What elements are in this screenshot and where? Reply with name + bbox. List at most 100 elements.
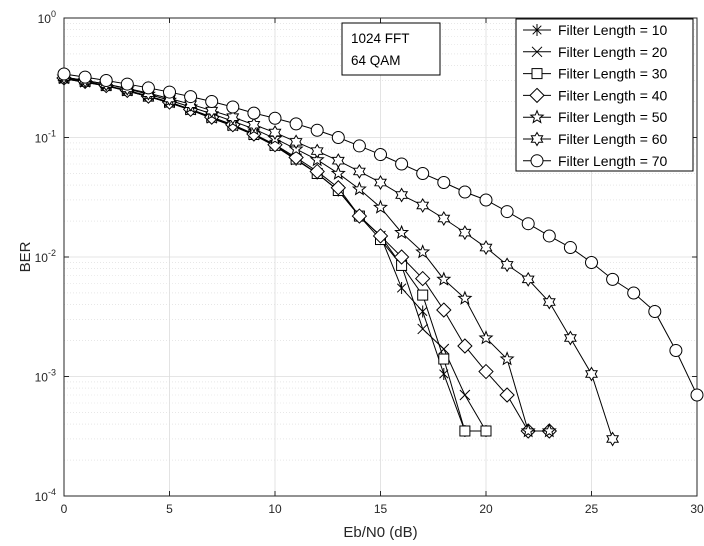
data-point-diamond xyxy=(457,338,473,354)
data-point-circle xyxy=(669,344,683,358)
legend-entry-7: Filter Length = 70 xyxy=(523,153,668,169)
data-point-star6 xyxy=(500,257,514,273)
data-point-square xyxy=(459,425,471,437)
legend-entry-4: Filter Length = 40 xyxy=(523,87,668,103)
data-point-circle xyxy=(563,241,577,255)
data-point-star6 xyxy=(458,225,472,241)
data-point-circle xyxy=(437,176,451,190)
legend-label: Filter Length = 60 xyxy=(558,131,668,147)
data-point-star6 xyxy=(585,366,598,382)
data-point-circle xyxy=(78,70,92,84)
data-point-diamond xyxy=(330,180,347,196)
y-tick-label: 10-4 xyxy=(35,487,56,504)
data-point-circle xyxy=(268,111,282,125)
data-point-circle xyxy=(521,217,535,231)
y-tick-label: 10-1 xyxy=(35,129,56,146)
data-point-circle xyxy=(99,73,113,87)
x-axis-label: Eb/N0 (dB) xyxy=(343,524,417,541)
x-tick-label: 10 xyxy=(268,502,282,516)
data-point-star6 xyxy=(247,117,261,133)
x-tick-label: 25 xyxy=(585,502,599,516)
data-point-diamond xyxy=(414,270,431,287)
data-point-square xyxy=(417,289,429,301)
data-point-star5 xyxy=(499,351,515,366)
series-line xyxy=(63,77,550,432)
data-point-asterisk xyxy=(532,24,542,36)
annotation-line-fft: 1024 FFT xyxy=(351,31,410,46)
data-point-diamond xyxy=(499,387,515,403)
data-point-star5 xyxy=(436,271,452,286)
data-point-diamond xyxy=(529,87,545,104)
annotation-box: 1024 FFT 64 QAM xyxy=(341,22,441,76)
data-point-x xyxy=(417,323,429,335)
legend-entry-3: Filter Length = 30 xyxy=(523,66,668,82)
data-point-star5 xyxy=(541,423,557,438)
data-point-star6 xyxy=(352,163,366,179)
annotation-line-qam: 64 QAM xyxy=(351,53,401,68)
data-point-star5 xyxy=(394,224,410,239)
data-point-diamond xyxy=(393,249,410,265)
data-point-circle xyxy=(57,67,71,81)
x-tick-label: 0 xyxy=(61,502,68,516)
data-point-circle xyxy=(289,117,303,131)
series-4 xyxy=(56,70,558,439)
data-point-diamond xyxy=(478,363,494,380)
data-point-circle xyxy=(141,81,155,95)
series-group xyxy=(56,67,704,447)
series-7 xyxy=(57,67,704,402)
data-point-x xyxy=(531,46,543,58)
data-point-star5 xyxy=(415,244,431,259)
data-point-circle xyxy=(648,304,662,318)
data-point-star5 xyxy=(373,199,388,214)
data-point-star5 xyxy=(457,290,473,305)
data-point-star6 xyxy=(479,240,493,256)
legend-label: Filter Length = 30 xyxy=(558,66,668,82)
data-point-star6 xyxy=(606,431,620,447)
data-point-circle xyxy=(395,157,409,171)
data-point-square xyxy=(531,68,543,80)
data-point-circle xyxy=(163,85,176,99)
data-point-star5 xyxy=(520,423,536,438)
y-tick-label: 10-3 xyxy=(35,368,56,385)
data-point-circle xyxy=(585,255,598,269)
data-point-circle xyxy=(690,388,704,402)
data-point-diamond xyxy=(436,302,452,318)
data-point-circle xyxy=(416,166,430,180)
x-tick-label: 30 xyxy=(690,502,704,516)
data-point-diamond xyxy=(351,208,368,224)
data-point-diamond xyxy=(246,126,262,142)
data-point-star5 xyxy=(351,181,367,196)
data-point-diamond xyxy=(309,163,325,180)
data-point-star6 xyxy=(310,143,324,159)
data-point-circle xyxy=(352,139,366,153)
data-point-circle xyxy=(530,154,544,168)
data-point-star5 xyxy=(529,109,545,124)
y-tick-label: 10-2 xyxy=(35,248,56,265)
x-tick-label: 5 xyxy=(166,502,173,516)
legend-entry-6: Filter Length = 60 xyxy=(523,131,668,147)
x-tick-label: 20 xyxy=(479,502,493,516)
data-point-diamond xyxy=(372,228,389,244)
data-point-star6 xyxy=(268,125,282,141)
legend: Filter Length = 10 Filter Length = 20 Filt… xyxy=(515,18,694,172)
x-axis-ticks: 0 5 10 15 20 25 30 xyxy=(61,18,704,516)
series-line xyxy=(63,76,550,432)
legend-label: Filter Length = 50 xyxy=(558,109,668,125)
data-point-asterisk xyxy=(439,367,449,380)
data-point-circle xyxy=(120,77,134,91)
data-point-circle xyxy=(458,185,472,199)
data-point-circle xyxy=(310,123,324,137)
data-point-circle xyxy=(374,148,387,162)
data-point-star6 xyxy=(395,187,409,203)
legend-label: Filter Length = 40 xyxy=(558,87,668,103)
data-point-circle xyxy=(226,100,240,114)
data-point-circle xyxy=(247,106,261,120)
data-point-star5 xyxy=(330,165,346,180)
legend-entry-5: Filter Length = 50 xyxy=(523,109,668,125)
series-5 xyxy=(56,69,557,438)
data-point-star6 xyxy=(563,330,577,346)
x-tick-label: 15 xyxy=(374,502,388,516)
data-point-circle xyxy=(542,229,556,243)
data-point-circle xyxy=(479,193,493,207)
